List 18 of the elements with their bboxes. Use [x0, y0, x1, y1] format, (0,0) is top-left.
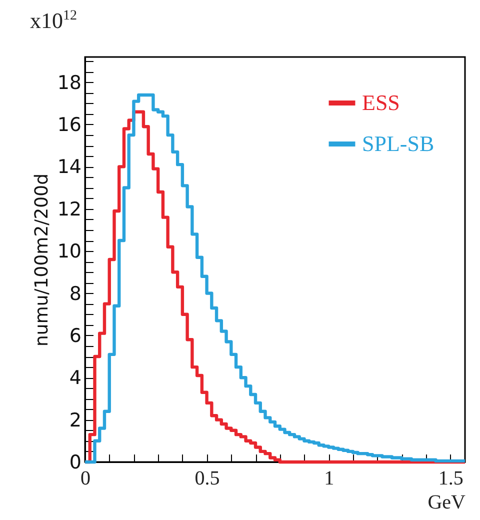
- y-tick-label: 10: [57, 240, 82, 263]
- x-tick-label: 1.5: [438, 468, 464, 490]
- y-tick-label: 8: [69, 282, 82, 305]
- legend-label: ESS: [362, 90, 400, 115]
- y-tick-label: 4: [69, 367, 82, 390]
- y-tick-label: 2: [69, 409, 82, 432]
- legend-label: SPL-SB: [362, 131, 434, 156]
- y-tick-label: 0: [69, 452, 82, 474]
- x-axis-title: GeV: [428, 492, 466, 514]
- y-axis-title: numu/100m2/200d: [31, 173, 52, 347]
- y-tick-label: 12: [57, 198, 82, 220]
- x-tick-label: 0.5: [194, 468, 220, 490]
- y-tick-label: 16: [57, 114, 82, 136]
- y-tick-label: 14: [57, 156, 82, 178]
- text: x10$^{12}$: [30, 8, 77, 34]
- x-tick-label: 1: [324, 468, 334, 490]
- y-tick-label: 18: [57, 72, 82, 94]
- y-tick-label: 6: [69, 324, 82, 347]
